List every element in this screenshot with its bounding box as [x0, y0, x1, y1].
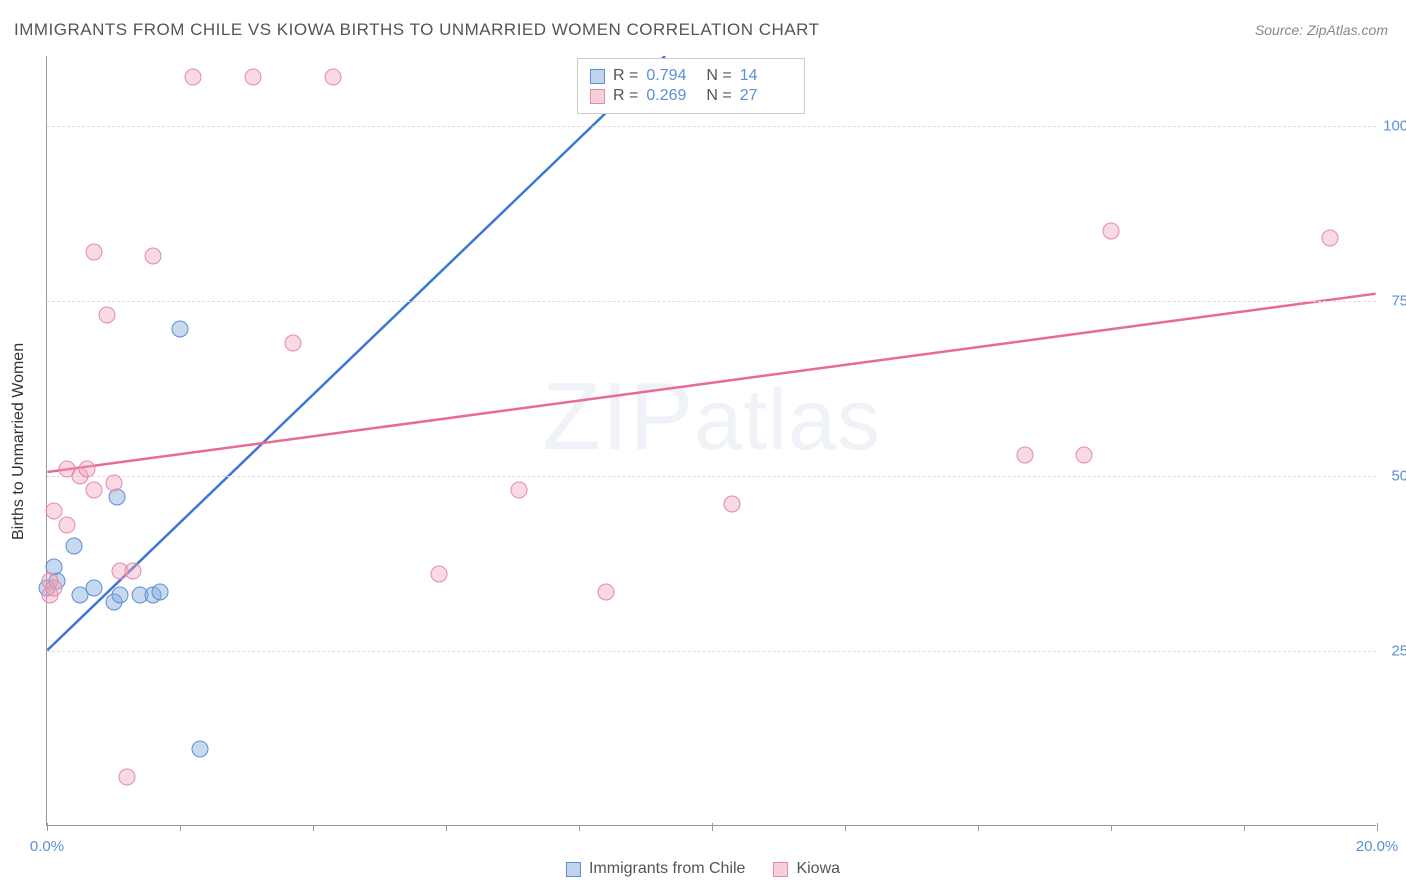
data-point — [118, 769, 135, 786]
legend-r-value: 0.794 — [646, 67, 698, 85]
gridline — [47, 301, 1376, 302]
x-tick-label: 20.0% — [1356, 838, 1399, 855]
x-tick — [712, 823, 713, 831]
plot-area: ZIPatlas R = 0.794 N = 14 R = 0.269 N = … — [46, 56, 1376, 826]
data-point — [1103, 223, 1120, 240]
data-point — [245, 69, 262, 86]
swatch-pink-icon — [590, 89, 605, 104]
y-tick-label: 50.0% — [1382, 468, 1406, 485]
data-point — [191, 741, 208, 758]
legend-item: Kiowa — [773, 860, 840, 878]
data-point — [85, 482, 102, 499]
data-point — [45, 503, 62, 520]
x-tick — [47, 823, 48, 831]
watermark: ZIPatlas — [542, 362, 881, 472]
gridline — [47, 126, 1376, 127]
x-tick — [1377, 823, 1378, 831]
x-minor-tick — [845, 825, 846, 831]
data-point — [324, 69, 341, 86]
legend-bottom: Immigrants from Chile Kiowa — [566, 860, 840, 878]
legend-r-label: R = — [613, 67, 638, 85]
source-credit: Source: ZipAtlas.com — [1255, 22, 1388, 38]
data-point — [172, 321, 189, 338]
trend-lines — [47, 56, 1376, 825]
legend-n-value: 14 — [740, 67, 792, 85]
gridline — [47, 476, 1376, 477]
data-point — [85, 244, 102, 261]
legend-correlation: R = 0.794 N = 14 R = 0.269 N = 27 — [577, 58, 805, 114]
legend-label: Immigrants from Chile — [589, 860, 745, 878]
data-point — [1016, 447, 1033, 464]
x-minor-tick — [446, 825, 447, 831]
data-point — [152, 583, 169, 600]
data-point — [125, 562, 142, 579]
swatch-pink-icon — [773, 862, 788, 877]
data-point — [112, 587, 129, 604]
data-point — [45, 580, 62, 597]
data-point — [285, 335, 302, 352]
x-minor-tick — [1111, 825, 1112, 831]
x-minor-tick — [579, 825, 580, 831]
x-minor-tick — [1244, 825, 1245, 831]
data-point — [105, 475, 122, 492]
legend-n-label: N = — [706, 67, 731, 85]
data-point — [58, 517, 75, 534]
legend-item: Immigrants from Chile — [566, 860, 745, 878]
data-point — [78, 461, 95, 478]
data-point — [65, 538, 82, 555]
legend-n-value: 27 — [740, 87, 792, 105]
data-point — [1322, 230, 1339, 247]
y-tick-label: 75.0% — [1382, 293, 1406, 310]
y-axis-label: Births to Unmarried Women — [10, 343, 28, 540]
swatch-blue-icon — [566, 862, 581, 877]
data-point — [85, 580, 102, 597]
legend-r-label: R = — [613, 87, 638, 105]
data-point — [431, 566, 448, 583]
legend-label: Kiowa — [796, 860, 840, 878]
data-point — [723, 496, 740, 513]
data-point — [185, 69, 202, 86]
data-point — [511, 482, 528, 499]
x-minor-tick — [313, 825, 314, 831]
data-point — [145, 247, 162, 264]
swatch-blue-icon — [590, 69, 605, 84]
y-tick-label: 25.0% — [1382, 643, 1406, 660]
data-point — [597, 583, 614, 600]
gridline — [47, 651, 1376, 652]
data-point — [98, 307, 115, 324]
legend-n-label: N = — [706, 87, 731, 105]
data-point — [1076, 447, 1093, 464]
legend-r-value: 0.269 — [646, 87, 698, 105]
x-minor-tick — [978, 825, 979, 831]
y-tick-label: 100.0% — [1382, 118, 1406, 135]
chart-title: IMMIGRANTS FROM CHILE VS KIOWA BIRTHS TO… — [14, 20, 820, 40]
x-minor-tick — [180, 825, 181, 831]
x-tick-label: 0.0% — [30, 838, 64, 855]
